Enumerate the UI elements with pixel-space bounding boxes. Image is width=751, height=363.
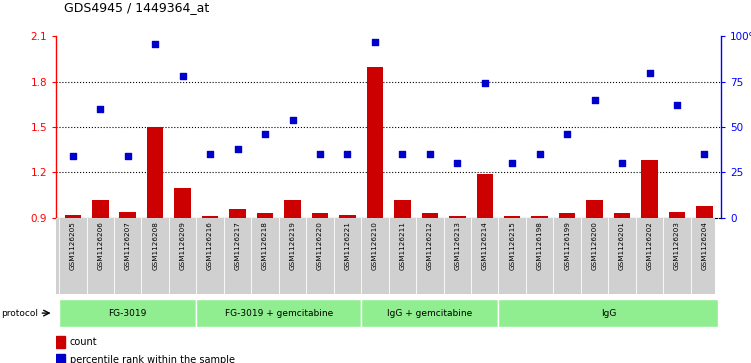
Point — [451, 160, 463, 166]
Text: GSM1126204: GSM1126204 — [701, 221, 707, 270]
Point — [424, 151, 436, 157]
Bar — [361, 299, 499, 327]
Text: GDS4945 / 1449364_at: GDS4945 / 1449364_at — [64, 1, 209, 15]
Point — [314, 151, 326, 157]
Text: FG-3019 + gemcitabine: FG-3019 + gemcitabine — [225, 309, 333, 318]
Bar — [669, 212, 685, 218]
Bar — [92, 200, 108, 218]
Point — [589, 97, 601, 103]
Text: percentile rank within the sample: percentile rank within the sample — [70, 355, 234, 363]
Text: GSM1126207: GSM1126207 — [125, 221, 131, 270]
Text: GSM1126201: GSM1126201 — [619, 221, 625, 270]
Bar — [559, 213, 575, 218]
Bar — [65, 215, 81, 218]
Point — [342, 151, 354, 157]
Point — [397, 151, 409, 157]
Text: GSM1126209: GSM1126209 — [179, 221, 185, 270]
Bar — [366, 66, 383, 218]
Text: GSM1126214: GSM1126214 — [482, 221, 487, 270]
Text: GSM1126219: GSM1126219 — [290, 221, 295, 270]
Text: GSM1126221: GSM1126221 — [345, 221, 351, 270]
Bar — [229, 209, 246, 218]
Bar — [59, 299, 197, 327]
Point — [95, 106, 107, 112]
Point — [534, 151, 546, 157]
Point — [231, 146, 243, 152]
Bar — [587, 200, 603, 218]
Text: GSM1126210: GSM1126210 — [372, 221, 378, 270]
Bar — [202, 216, 219, 218]
Text: GSM1126203: GSM1126203 — [674, 221, 680, 270]
Bar — [504, 216, 520, 218]
Bar — [285, 200, 300, 218]
Bar — [257, 213, 273, 218]
Text: count: count — [70, 337, 97, 347]
Text: GSM1126202: GSM1126202 — [647, 221, 653, 270]
Point — [149, 41, 161, 46]
Point — [122, 153, 134, 159]
Text: FG-3019: FG-3019 — [109, 309, 147, 318]
Bar — [394, 200, 411, 218]
Text: IgG + gemcitabine: IgG + gemcitabine — [388, 309, 472, 318]
Point — [287, 117, 299, 123]
Bar — [696, 206, 713, 218]
Point — [204, 151, 216, 157]
Text: GSM1126206: GSM1126206 — [98, 221, 104, 270]
Point — [478, 81, 490, 86]
Point — [671, 102, 683, 108]
Bar — [119, 212, 136, 218]
Point — [369, 39, 381, 45]
Bar — [641, 160, 658, 218]
Bar — [449, 216, 466, 218]
Bar — [339, 215, 356, 218]
Point — [561, 131, 573, 137]
Text: GSM1126212: GSM1126212 — [427, 221, 433, 270]
Text: GSM1126220: GSM1126220 — [317, 221, 323, 270]
Bar — [532, 216, 548, 218]
Bar — [312, 213, 328, 218]
Bar — [499, 299, 718, 327]
Text: IgG: IgG — [601, 309, 616, 318]
Bar — [614, 213, 630, 218]
Text: GSM1126215: GSM1126215 — [509, 221, 515, 270]
Text: GSM1126211: GSM1126211 — [400, 221, 406, 270]
Bar — [56, 336, 65, 348]
Point — [259, 131, 271, 137]
Point — [698, 151, 710, 157]
Bar — [147, 127, 164, 218]
Text: GSM1126205: GSM1126205 — [70, 221, 76, 270]
Bar — [421, 213, 438, 218]
Point — [176, 73, 189, 79]
Text: GSM1126213: GSM1126213 — [454, 221, 460, 270]
Point — [616, 160, 628, 166]
Point — [506, 160, 518, 166]
Bar — [197, 299, 361, 327]
Bar — [477, 174, 493, 218]
Text: GSM1126218: GSM1126218 — [262, 221, 268, 270]
Point — [644, 70, 656, 76]
Text: GSM1126200: GSM1126200 — [592, 221, 598, 270]
Bar — [56, 354, 65, 363]
Text: GSM1126217: GSM1126217 — [234, 221, 240, 270]
Bar — [174, 188, 191, 218]
Text: GSM1126199: GSM1126199 — [564, 221, 570, 270]
Point — [67, 153, 79, 159]
Text: GSM1126208: GSM1126208 — [152, 221, 158, 270]
Text: GSM1126198: GSM1126198 — [537, 221, 543, 270]
Text: protocol: protocol — [2, 309, 38, 318]
Text: GSM1126216: GSM1126216 — [207, 221, 213, 270]
